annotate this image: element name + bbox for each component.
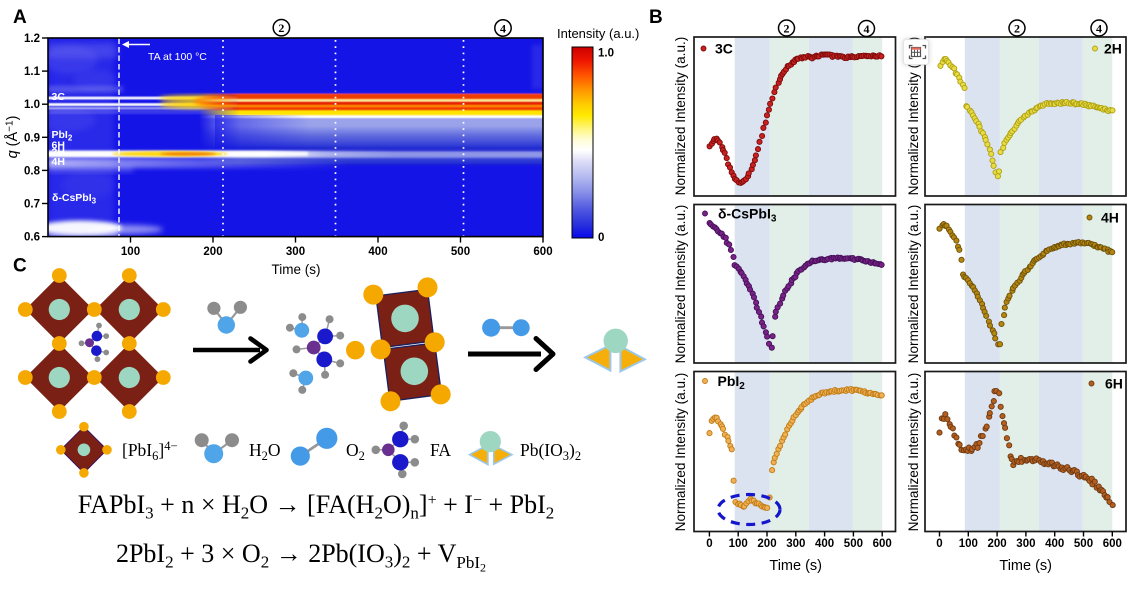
svg-text:400: 400: [815, 538, 834, 550]
svg-text:PbI2: PbI2: [52, 129, 73, 143]
svg-text:4H: 4H: [52, 156, 65, 168]
svg-text:600: 600: [1103, 538, 1122, 550]
svg-text:100: 100: [729, 538, 748, 550]
svg-text:δ-CsPbI3: δ-CsPbI3: [718, 206, 777, 225]
svg-text:200: 200: [757, 538, 776, 550]
svg-text:3C: 3C: [715, 41, 733, 57]
svg-text:1.1: 1.1: [24, 66, 41, 78]
svg-text:PbI2: PbI2: [718, 373, 746, 392]
svg-text:600: 600: [873, 538, 892, 550]
svg-text:δ-CsPbI3: δ-CsPbI3: [52, 192, 97, 206]
svg-text:0.9: 0.9: [24, 132, 40, 144]
svg-text:Normalized Intensity (a.u.): Normalized Intensity (a.u.): [906, 37, 921, 196]
svg-text:100: 100: [959, 538, 978, 550]
svg-text:3C: 3C: [52, 91, 66, 103]
svg-text:Time (s): Time (s): [272, 262, 321, 277]
svg-text:6H: 6H: [1105, 376, 1123, 392]
svg-text:Pb(IO3)2: Pb(IO3)2: [520, 440, 581, 463]
svg-text:400: 400: [368, 246, 387, 258]
svg-text:6H: 6H: [52, 140, 65, 152]
svg-text:500: 500: [451, 246, 470, 258]
svg-text:B: B: [649, 7, 663, 28]
svg-text:0: 0: [706, 538, 712, 550]
svg-text:100: 100: [121, 246, 140, 258]
svg-text:2: 2: [1014, 21, 1020, 35]
svg-text:q (Å−1): q (Å−1): [4, 116, 21, 159]
svg-text:2PbI2 + 3 × O2 → 2Pb(IO3)2 + V: 2PbI2 + 3 × O2 → 2Pb(IO3)2 + VPbI2: [116, 539, 486, 575]
svg-text:TA at 100 °C: TA at 100 °C: [148, 51, 207, 63]
svg-text:H2O: H2O: [249, 440, 281, 463]
svg-text:Time (s): Time (s): [999, 558, 1052, 574]
svg-text:1.2: 1.2: [24, 33, 40, 45]
svg-text:A: A: [13, 7, 27, 28]
svg-text:Normalized Intensity (a.u.): Normalized Intensity (a.u.): [673, 373, 688, 532]
svg-text:1.0: 1.0: [24, 99, 40, 111]
svg-text:200: 200: [203, 246, 222, 258]
svg-text:300: 300: [786, 538, 805, 550]
svg-text:4: 4: [500, 21, 506, 35]
svg-text:400: 400: [1045, 538, 1064, 550]
svg-text:Normalized Intensity (a.u.): Normalized Intensity (a.u.): [906, 205, 921, 364]
svg-text:4: 4: [1096, 21, 1102, 35]
svg-text:0.6: 0.6: [24, 232, 40, 244]
svg-text:0: 0: [936, 538, 942, 550]
svg-text:4H: 4H: [1101, 210, 1119, 226]
svg-text:0.8: 0.8: [24, 165, 41, 177]
svg-text:2H: 2H: [52, 147, 65, 159]
svg-text:500: 500: [844, 538, 863, 550]
svg-text:FAPbI3 + n × H2O → [FA(H2O)n]+: FAPbI3 + n × H2O → [FA(H2O)n]+ + I− + Pb…: [78, 490, 555, 523]
svg-text:0: 0: [598, 232, 604, 244]
svg-text:600: 600: [533, 246, 552, 258]
svg-text:300: 300: [286, 246, 305, 258]
svg-text:Time (s): Time (s): [769, 558, 822, 574]
svg-text:FA: FA: [430, 440, 451, 460]
svg-text:2: 2: [278, 21, 284, 35]
svg-text:500: 500: [1074, 538, 1093, 550]
svg-text:300: 300: [1016, 538, 1035, 550]
svg-text:2H: 2H: [1104, 41, 1122, 57]
svg-text:2: 2: [784, 21, 790, 35]
svg-text:200: 200: [988, 538, 1007, 550]
svg-text:Normalized Intensity (a.u.): Normalized Intensity (a.u.): [673, 205, 688, 364]
svg-text:Intensity (a.u.): Intensity (a.u.): [557, 26, 639, 41]
svg-text:4: 4: [864, 22, 870, 36]
svg-text:0.7: 0.7: [24, 199, 40, 211]
svg-text:1.0: 1.0: [598, 48, 614, 60]
svg-text:Normalized Intensity (a.u.): Normalized Intensity (a.u.): [906, 373, 921, 532]
svg-text:C: C: [13, 256, 27, 277]
svg-text:Normalized Intensity (a.u.): Normalized Intensity (a.u.): [673, 37, 688, 196]
svg-text:[PbI6]4−: [PbI6]4−: [122, 439, 178, 463]
svg-text:O2: O2: [346, 440, 365, 463]
